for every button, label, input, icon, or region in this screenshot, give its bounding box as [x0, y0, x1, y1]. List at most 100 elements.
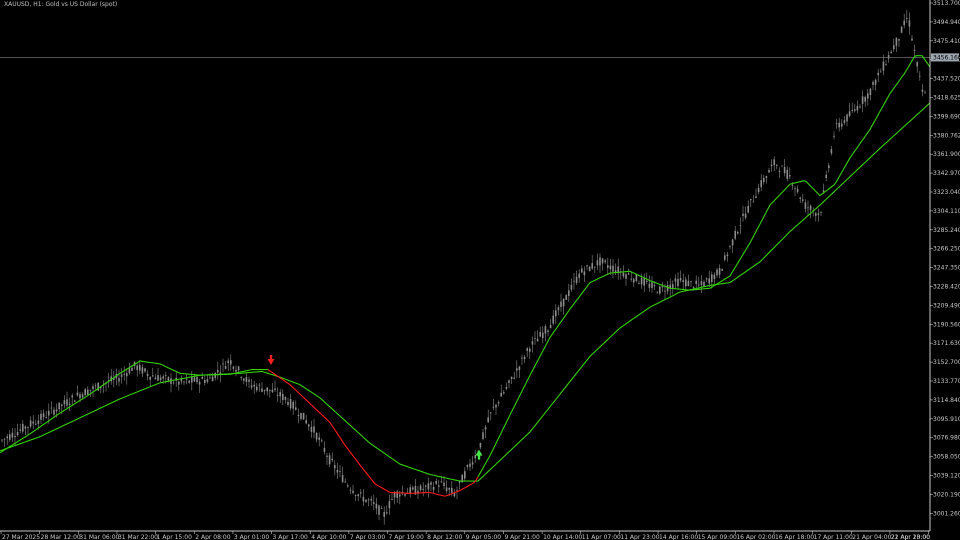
candle — [802, 194, 804, 203]
candle-body — [612, 265, 614, 272]
time-tick-label: 8 Apr 12:00 — [427, 534, 462, 540]
candle — [760, 174, 762, 192]
candle-body — [648, 283, 651, 288]
candle — [32, 415, 34, 430]
candle-body — [393, 491, 396, 498]
candle-body — [188, 380, 190, 383]
candle — [890, 49, 892, 54]
candle-body — [438, 485, 440, 487]
candle — [282, 389, 284, 405]
candle-body — [425, 485, 427, 487]
candle — [776, 163, 778, 170]
candle-body — [794, 188, 796, 190]
time-tick-label: 3 Apr 17:00 — [273, 534, 308, 540]
candle — [136, 363, 138, 377]
candle-body — [422, 488, 424, 490]
candle — [378, 504, 380, 521]
candle — [919, 71, 921, 81]
candle — [139, 359, 141, 375]
candle-body — [544, 326, 547, 334]
candle-body — [861, 96, 864, 104]
candle — [596, 253, 599, 271]
candle — [536, 330, 539, 342]
candle — [635, 273, 638, 283]
ma-fast-line-down — [267, 369, 479, 497]
candle-body — [409, 487, 411, 495]
candle-body — [146, 373, 149, 377]
candle-body — [666, 284, 669, 292]
candle-body — [362, 496, 365, 502]
price-tick-label: 3152.700 — [933, 359, 960, 366]
candle — [92, 383, 94, 397]
candle-body — [206, 379, 209, 382]
price-tick-label: 3209.490 — [933, 302, 960, 309]
candle — [679, 270, 682, 283]
candle-body — [24, 426, 27, 429]
candle-body — [29, 420, 32, 427]
candle — [843, 116, 846, 126]
candle — [828, 163, 830, 173]
candle — [895, 37, 898, 53]
candle-body — [529, 348, 531, 352]
time-tick-label: 1 Apr 15:00 — [157, 534, 192, 540]
candle-body — [45, 417, 47, 418]
candle-body — [269, 389, 271, 391]
candle-body — [656, 292, 658, 294]
price-tick-label: 3058.050 — [933, 454, 960, 461]
candle — [113, 371, 115, 388]
candle-body — [440, 481, 443, 483]
candle-body — [851, 109, 853, 111]
candle-body — [568, 290, 570, 296]
candle — [846, 113, 848, 127]
candle — [3, 438, 6, 447]
candle — [471, 455, 474, 469]
candle-body — [669, 284, 671, 289]
candle-body — [214, 372, 216, 378]
candle-body — [898, 39, 900, 41]
candle-body — [9, 434, 11, 440]
candle-body — [763, 177, 765, 182]
candle-body — [295, 407, 297, 410]
candle — [289, 393, 292, 411]
price-tick-label: 3228.420 — [933, 284, 960, 291]
candle-body — [256, 386, 258, 391]
candle — [432, 481, 435, 493]
candle — [240, 375, 242, 381]
candle-body — [53, 409, 55, 415]
candle — [716, 267, 718, 278]
price-tick-label: 3361.900 — [933, 151, 960, 158]
candle-body — [32, 421, 34, 424]
candle — [815, 212, 817, 222]
candle — [339, 465, 341, 477]
candle-body — [79, 394, 81, 399]
candle — [269, 389, 271, 398]
candle-body — [726, 254, 729, 257]
candle-body — [323, 448, 326, 452]
candle-body — [365, 499, 367, 502]
price-tick-label: 3076.980 — [933, 435, 960, 442]
candle-body — [640, 278, 643, 285]
candle-body — [695, 280, 697, 284]
candle-body — [625, 274, 627, 279]
candle — [851, 102, 853, 114]
candle — [16, 423, 19, 437]
candle-body — [159, 377, 162, 380]
candle — [484, 424, 487, 438]
candle — [146, 370, 149, 381]
candle-body — [360, 492, 362, 494]
candle-body — [321, 440, 323, 442]
candle-body — [739, 225, 742, 227]
candle — [404, 493, 406, 498]
candle — [833, 131, 835, 140]
candle — [45, 410, 47, 419]
candle — [726, 251, 729, 262]
candle-body — [89, 389, 92, 391]
candle-body — [908, 20, 911, 27]
candle-body — [495, 404, 497, 408]
candle-body — [74, 400, 76, 402]
candle — [560, 293, 562, 312]
candle — [872, 80, 874, 91]
candle — [789, 167, 791, 180]
candle-body — [510, 376, 513, 379]
